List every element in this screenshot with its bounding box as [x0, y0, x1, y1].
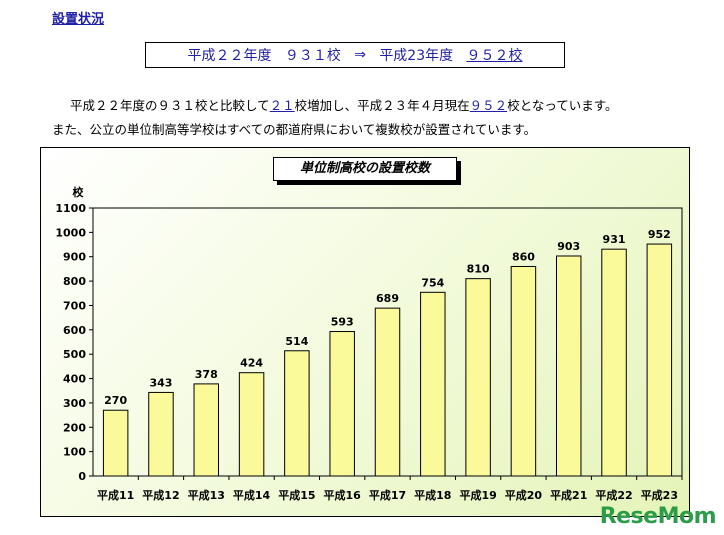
x-tick-label: 平成18: [414, 488, 451, 502]
bar-data-label: 952: [648, 228, 671, 241]
summary-arrow: ⇒: [354, 47, 366, 63]
y-tick-label: 900: [63, 251, 86, 264]
paragraph-1-increase: ２１: [269, 98, 295, 113]
bar: [646, 243, 673, 477]
bar-data-label: 424: [240, 357, 263, 370]
summary-to-value: ９５２校: [466, 48, 523, 64]
paragraph-1-post: 校となっています。: [507, 98, 618, 113]
bar: [420, 291, 446, 477]
y-tick-label: 800: [63, 275, 86, 288]
bar: [601, 248, 627, 477]
y-tick-label: 1000: [55, 226, 86, 239]
bar: [329, 331, 355, 477]
bar: [238, 372, 265, 477]
paragraph-1: 平成２２年度の９３１校と比較して２１校増加し、平成２３年４月現在９５２校となって…: [70, 95, 617, 114]
y-tick-label: 100: [63, 446, 86, 459]
x-tick-label: 平成14: [233, 488, 271, 502]
y-tick-label: 700: [63, 299, 86, 312]
bar-data-label: 343: [149, 376, 172, 389]
section-title: 設置状況: [52, 12, 105, 27]
x-tick-label: 平成16: [324, 488, 362, 502]
bar: [374, 307, 401, 477]
x-tick-label: 平成12: [142, 488, 179, 502]
bar-data-label: 754: [421, 276, 444, 289]
x-tick-label: 平成23: [641, 488, 678, 502]
bar-data-label: 810: [467, 263, 490, 276]
chart-title-box: 単位制高校の設置校数: [273, 157, 461, 185]
paragraph-1-current: ９５２: [469, 98, 508, 113]
bar-data-label: 593: [331, 316, 354, 329]
x-tick-label: 平成17: [369, 488, 406, 502]
bar-data-label: 689: [376, 292, 399, 305]
x-tick-label: 平成21: [550, 488, 587, 502]
bar: [465, 278, 491, 477]
bar-data-label: 514: [285, 335, 308, 348]
bar-data-label: 903: [557, 240, 580, 253]
x-tick-label: 平成15: [278, 488, 315, 502]
y-tick-label: 400: [63, 373, 86, 386]
chart-title: 単位制高校の設置校数: [273, 157, 457, 181]
summary-from-value: ９３１校: [284, 48, 341, 64]
x-tick-label: 平成22: [595, 488, 632, 502]
bar: [284, 350, 310, 477]
bar: [193, 383, 220, 477]
bar: [148, 391, 174, 477]
bar-data-label: 378: [195, 368, 218, 381]
x-tick-label: 平成11: [97, 488, 134, 502]
paragraph-2: また、公立の単位制高等学校はすべての都道府県において複数校が設置されています。: [52, 122, 537, 137]
y-tick-label: 1100: [55, 202, 86, 215]
summary-box: 平成２２年度 ９３１校 ⇒ 平成23年度 ９５２校: [145, 42, 565, 68]
x-tick-label: 平成13: [188, 488, 225, 502]
summary-to-label: 平成23年度: [379, 48, 454, 64]
paragraph-1-pre: 平成２２年度の９３１校と比較して: [70, 98, 270, 113]
bar-data-label: 860: [512, 250, 535, 263]
y-axis-unit-label: 校: [73, 185, 85, 199]
bar-data-label: 931: [603, 233, 626, 246]
y-tick-label: 600: [63, 324, 86, 337]
bar-data-label: 270: [104, 394, 127, 407]
bar: [510, 265, 537, 477]
resemom-logo: ReseMom: [599, 504, 717, 529]
x-tick-label: 平成20: [505, 488, 543, 502]
y-tick-label: 0: [78, 470, 86, 483]
y-tick-label: 200: [63, 421, 86, 434]
x-tick-label: 平成19: [459, 488, 496, 502]
y-tick-label: 500: [63, 348, 86, 361]
y-tick-label: 300: [63, 397, 86, 410]
paragraph-1-mid: 校増加し、平成２３年４月現在: [294, 98, 470, 113]
bar: [555, 255, 582, 477]
summary-from-label: 平成２２年度: [187, 48, 272, 64]
bar: [102, 409, 129, 477]
